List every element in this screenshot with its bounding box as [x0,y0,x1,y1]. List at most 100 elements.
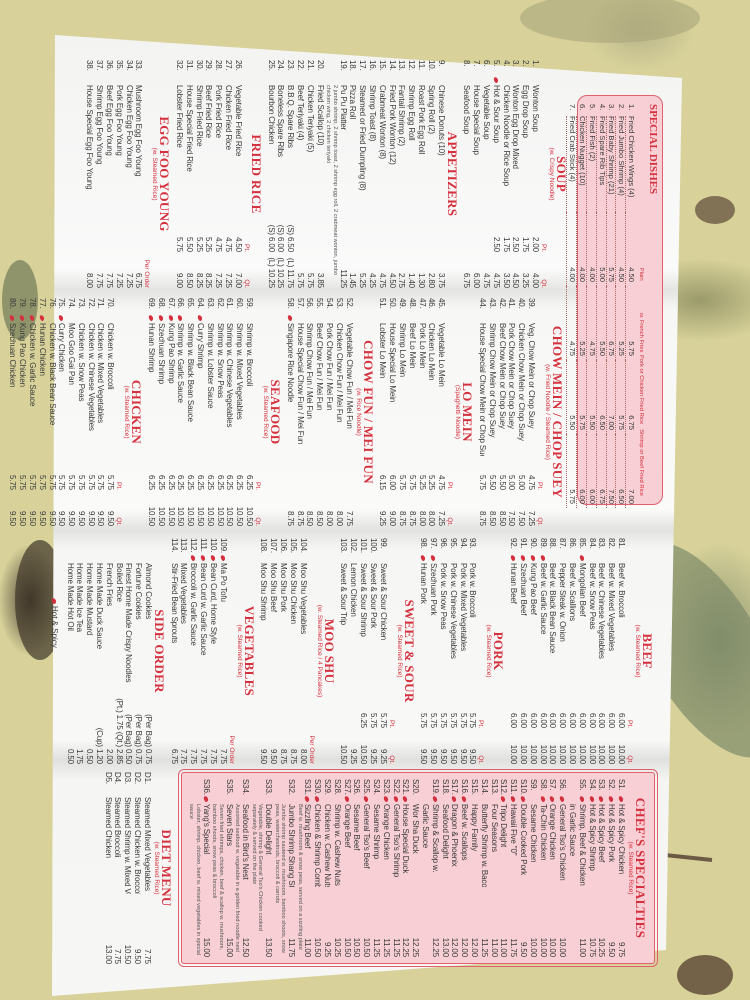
spacer [477,315,487,323]
item-number: 94. [458,538,468,549]
item-number: 72. [86,298,96,309]
item-price-quart: 10.00 [597,744,607,764]
item-name: Chicken Lo Mein [427,323,437,381]
item-price-quart: 11.00 [577,938,587,957]
item-number: 31. [184,60,194,71]
item-name: Moo Shu Chicken [288,563,298,624]
spacer [368,555,378,563]
spacer [84,555,94,563]
item-price-quart: 12.25 [430,937,440,957]
item-name: Crabmeat Wonton (8) [377,85,387,159]
spacer [179,555,189,563]
menu-item: S2. Hot & Spicy Pork 9.50 [606,779,616,957]
item-price-pint: 2.50 [491,237,501,252]
item-name: Sweet & Sour Chicken [378,563,388,641]
item-name: Pork Chow Mein or Chop Suey [507,323,517,429]
item-name: Beef Fried Rice [204,85,214,138]
item-number: 99. [378,538,388,549]
item-price-pint [436,218,446,252]
item-price-quart: 6.00 [472,273,482,288]
menu-section-chef-s-specialties: CHEF'S SPECIALTIES (w. Steamed Rice) S1. Ho… [173,770,663,966]
item-name: Moo Goo Gai Pan [67,323,77,385]
item-name: Sweet & Sour Pork [368,563,378,629]
item-name: Kung Pao Shrimp [166,323,176,384]
item-name: Moo Shu Pork [279,563,289,612]
item-price-quart: 10.00 [538,937,548,957]
item-price-quart: 15.00 [201,937,211,957]
menu-item: 22. Beef Teriyaki (4) 5.75 [295,60,305,288]
item-number [143,538,153,555]
menu-item: 77. Hunan Chicken 5.75 9.50 [37,298,47,526]
item-number: 76. [47,298,57,309]
spacer [616,555,626,563]
price-header: Pt. [446,482,454,490]
item-number: 47. [417,298,427,309]
item-number: 37. [95,60,105,71]
item-price-quart: 9.50 [259,749,269,764]
menu-item: S24. Sesame Shrimp 11.25 [371,779,381,957]
menu-item: 5. Hot & Sour Soup 2.50 4.75 [491,60,501,288]
item-number: S27. [342,779,352,795]
section-title: CHEF'S SPECIALTIES [633,797,648,939]
spacer [446,298,453,456]
item-price-pint: 5.75 [398,475,408,490]
price-header: Pt. [115,482,123,490]
item-name: Sizzling Beef [303,804,313,849]
menu-item: Finest Home Made Crispy Noodles (Per Bag)… [124,538,133,764]
item-number: 52. [344,298,354,309]
spacer [557,555,567,563]
item-number: 51. [378,298,388,309]
item-price-quart: 9.50 [57,511,67,526]
item-price-quart: 11.25 [338,269,348,288]
item-price-pint [295,218,305,252]
menu-item: S31. Sizzling Beef 11.00 [303,779,313,957]
item-price-quart: 7.75 [95,273,105,288]
menu-item: 29. Beef Fried Rice 5.25 8.25 [204,60,214,288]
price-header: Per Order [307,735,315,764]
item-name: Shrimp, Beef & Chicken in Garlic Sauce [568,804,587,886]
spacer [448,555,458,563]
item-number: 30. [194,60,204,71]
item-number: 1. [531,60,540,67]
item-number: 55. [315,298,325,309]
item-price-pint [548,887,558,921]
item-price-pint [557,887,567,921]
price-header: Qt. [626,755,633,764]
item-name: Hot & Spicy Beef [597,804,607,863]
item-number: 63. [205,298,215,309]
item-number: 68. [156,298,166,309]
item-price-quart: 11.25 [391,938,401,957]
item-price-pint: 5.25 [204,237,214,252]
menu-item: S34. Seafood in Bird's Nest 12.50 [240,779,250,957]
item-price-quart: 3.25 [521,273,531,288]
item-price-pint: 6.25 [235,475,245,490]
item-name: Broccoli w. Garlic Sauce [189,563,199,646]
item-number: 11. [417,60,427,71]
item-number: 58. [285,298,295,309]
menu-item: 48. Beef Lo Mein 5.75 8.75 [407,298,417,526]
item-price-quart: 7.75 [189,749,199,764]
item-price-pint [324,456,334,490]
price-header [228,694,235,728]
item-name: Wonton Egg Drop Mixed [511,85,521,169]
menu-item: 70. Chicken w. Broccoli 5.75 9.50 [106,298,115,526]
item-number: S23. [381,779,391,795]
hot-pepper-icon [195,315,205,323]
menu-item: 6. Chicken Nugget (10) 4.00 5.25 5.75 6.00 [576,104,587,508]
item-price-pint: 6.25 [186,475,196,490]
item-price-quart: 10.00 [528,744,538,764]
item-price-pint [179,694,189,728]
item-price: 4.75 [586,286,597,360]
item-price-quart: 8.25 [194,273,204,288]
item-number: S17. [450,779,460,795]
spacer [344,315,354,323]
item-name: Steamed Broccoli [113,797,123,858]
menu-item: 2. Fried Jumbo Shrimp (4) 4.50 5.25 5.75 6.50 [615,104,626,508]
item-price-pint [332,887,342,921]
item-price-quart: 13.00 [103,944,113,964]
menu-item: 18. Pizza Roll 1.45 [348,60,357,288]
item-number: 86. [568,538,578,549]
item-name: Beef Lo Mein [407,323,417,369]
menu-item: 57. House Special Chow Fun / Mei Fun 8.75 [295,298,305,526]
item-price-pint [278,694,288,728]
